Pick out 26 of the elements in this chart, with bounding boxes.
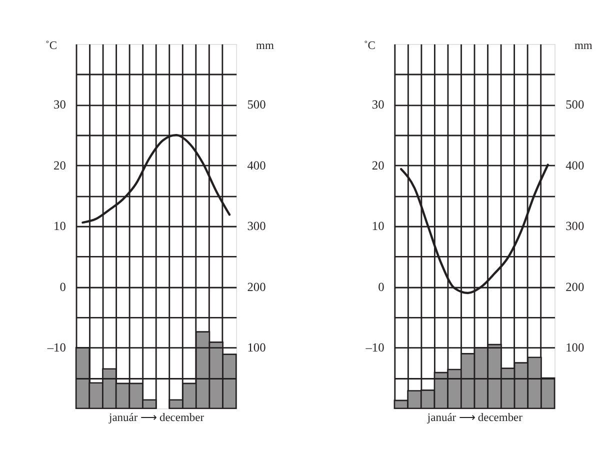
y-tick-label: 0 [60,280,66,294]
y-tick-label: 30 [372,98,384,112]
y-tick-label: 20 [372,158,384,172]
y2-tick-label: 300 [247,219,266,234]
y-tick-label: 10 [372,219,384,234]
y2-tick-label: 500 [566,98,584,112]
y2-axis-title: mm [574,40,592,52]
x-axis-title: január ⟶ december [108,412,204,424]
y-tick-label: –10 [364,340,384,355]
y2-axis-title: mm [256,40,274,52]
y2-tick-label: 200 [566,280,584,294]
y2-tick-label: 200 [247,280,266,294]
y-axis-title: ˚C [364,40,376,52]
y2-tick-label: 300 [566,219,584,234]
y2-tick-label: 100 [566,340,584,355]
y-tick-label: 0 [378,280,384,294]
y-tick-label: 30 [54,98,66,112]
y-axis-title: ˚C [46,40,58,52]
y-tick-label: 10 [54,219,66,234]
y2-tick-label: 500 [247,98,266,112]
y2-tick-label: 100 [247,340,266,355]
y-tick-label: 20 [54,158,66,172]
x-axis-title: január ⟶ december [426,412,523,424]
y2-tick-label: 400 [566,158,584,172]
y2-tick-label: 400 [247,158,266,172]
y-tick-label: –10 [46,340,66,355]
